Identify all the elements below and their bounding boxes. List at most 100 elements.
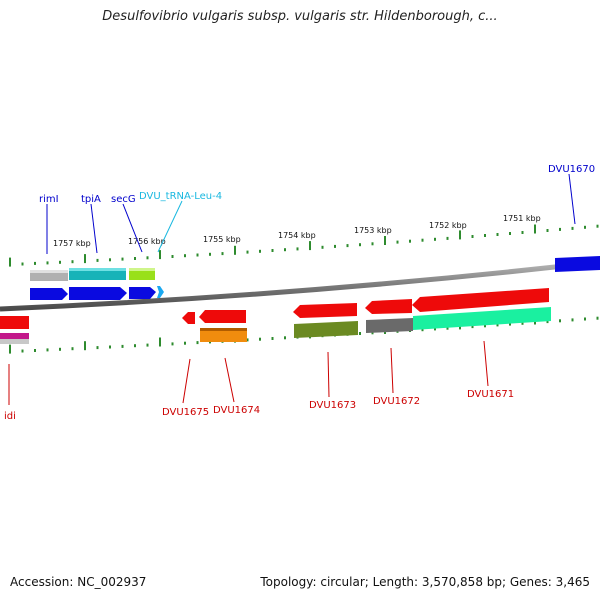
scale-label-1756: 1756 kbp [128,237,166,246]
gene-DVU1674-arrow[interactable] [199,310,246,323]
forward-tick [134,257,136,260]
reverse-tick [9,344,11,354]
forward-tick [559,227,561,231]
reverse-tick [21,349,24,353]
genome-backbone [0,259,600,312]
leader-DVU1672 [390,347,394,394]
leader-trna [157,200,183,253]
cds-DVU1673-box[interactable] [294,321,358,338]
forward-tick [396,240,399,244]
reverse-tick [171,342,174,346]
forward-tick [509,232,511,235]
leader-DVU1673 [327,351,330,398]
forward-tick [546,229,549,232]
forward-tick [84,254,86,264]
forward-tick [284,248,286,252]
reverse-tick [196,341,199,345]
gene-label-tpiA[interactable]: tpiA [81,194,101,205]
reverse-tick [596,316,599,320]
reverse-tick [371,331,374,335]
forward-tick [571,226,574,230]
gene-label-DVU1672[interactable]: DVU1672 [373,396,420,407]
forward-tick [96,258,99,262]
forward-tick [534,224,536,234]
forward-gene-track [30,256,600,300]
forward-tick [321,245,324,249]
gene-label-DVU1671[interactable]: DVU1671 [467,389,514,400]
forward-tick [184,254,186,258]
forward-tick [121,257,124,261]
gene-DVU1673-arrow[interactable] [293,303,357,318]
page-title: Desulfovibrio vulgaris subsp. vulgaris s… [102,9,498,24]
forward-tick [371,242,374,246]
forward-tick [34,261,36,265]
reverse-tick [546,320,549,324]
gene-DVU1672-arrow[interactable] [365,299,412,314]
gene-DVU1675-arrow[interactable] [182,312,195,324]
gene-idi-arrow[interactable] [0,316,29,329]
reverse-tick [571,318,574,322]
forward-tick [409,239,411,243]
leader-tpiA [90,203,98,254]
scale-label-1757: 1757 kbp [53,239,91,248]
topology-text: Topology: circular; Length: 3,570,858 bp… [260,575,590,589]
reverse-tick [84,341,86,351]
reverse-tick [471,325,474,329]
forward-tick [346,244,349,248]
reverse-tick [496,323,499,327]
forward-cds-track [30,268,155,281]
gene-DVU1671-arrow[interactable] [412,288,549,312]
forward-tick [171,255,174,258]
forward-tick [359,243,361,247]
gene-label-trna-leu4[interactable]: DVU_tRNA-Leu-4 [139,191,222,202]
reverse-tick [521,321,524,325]
reverse-cds-track [0,307,551,344]
forward-tick-track [9,224,599,267]
reverse-tick [184,341,186,345]
forward-tick [584,225,586,229]
forward-tick [596,224,599,228]
gene-secG-arrow[interactable] [129,287,156,299]
gene-rimI-arrow[interactable] [30,288,68,300]
gene-tpiA-arrow[interactable] [69,287,127,300]
gene-label-DVU1670[interactable]: DVU1670 [548,164,595,175]
cds-idi-box[interactable] [0,333,29,339]
cds-DVU1674-box[interactable] [200,328,247,342]
gene-label-rimI[interactable]: rimI [39,194,59,205]
forward-tick [421,238,424,242]
reverse-tick [109,345,111,349]
scale-label-1753: 1753 kbp [354,226,392,235]
forward-tick [221,252,224,256]
reverse-tick [284,336,286,340]
trna-leu4-arrow[interactable] [157,286,164,298]
gene-label-idi[interactable]: idi [4,411,16,422]
cds-DVU1671-box[interactable] [413,307,551,330]
forward-tick [234,245,236,255]
forward-tick [296,247,299,251]
forward-tick [271,249,274,252]
leader-DVU1670 [568,173,576,225]
reverse-tick [359,332,361,335]
reverse-tick [96,346,99,350]
reverse-tick [159,337,161,347]
scale-label-1754: 1754 kbp [278,231,316,240]
forward-tick [484,234,486,237]
gene-label-DVU1673[interactable]: DVU1673 [309,400,356,411]
cds-rimI-box[interactable] [30,270,68,281]
forward-tick [209,252,211,256]
forward-tick [109,258,111,262]
gene-label-secG[interactable]: secG [111,194,136,205]
gene-label-DVU1674[interactable]: DVU1674 [213,405,260,416]
cds-DVU1672-box[interactable] [366,318,413,333]
forward-tick [309,241,311,251]
forward-tick [521,231,524,234]
reverse-tick [121,344,124,348]
gene-label-DVU1675[interactable]: DVU1675 [162,407,209,418]
leader-DVU1671 [483,340,489,387]
gene-DVU1670-arrow[interactable] [555,256,600,272]
reverse-tick [34,349,36,352]
reverse-tick [59,347,61,351]
forward-tick [471,235,474,238]
forward-tick [446,236,449,240]
